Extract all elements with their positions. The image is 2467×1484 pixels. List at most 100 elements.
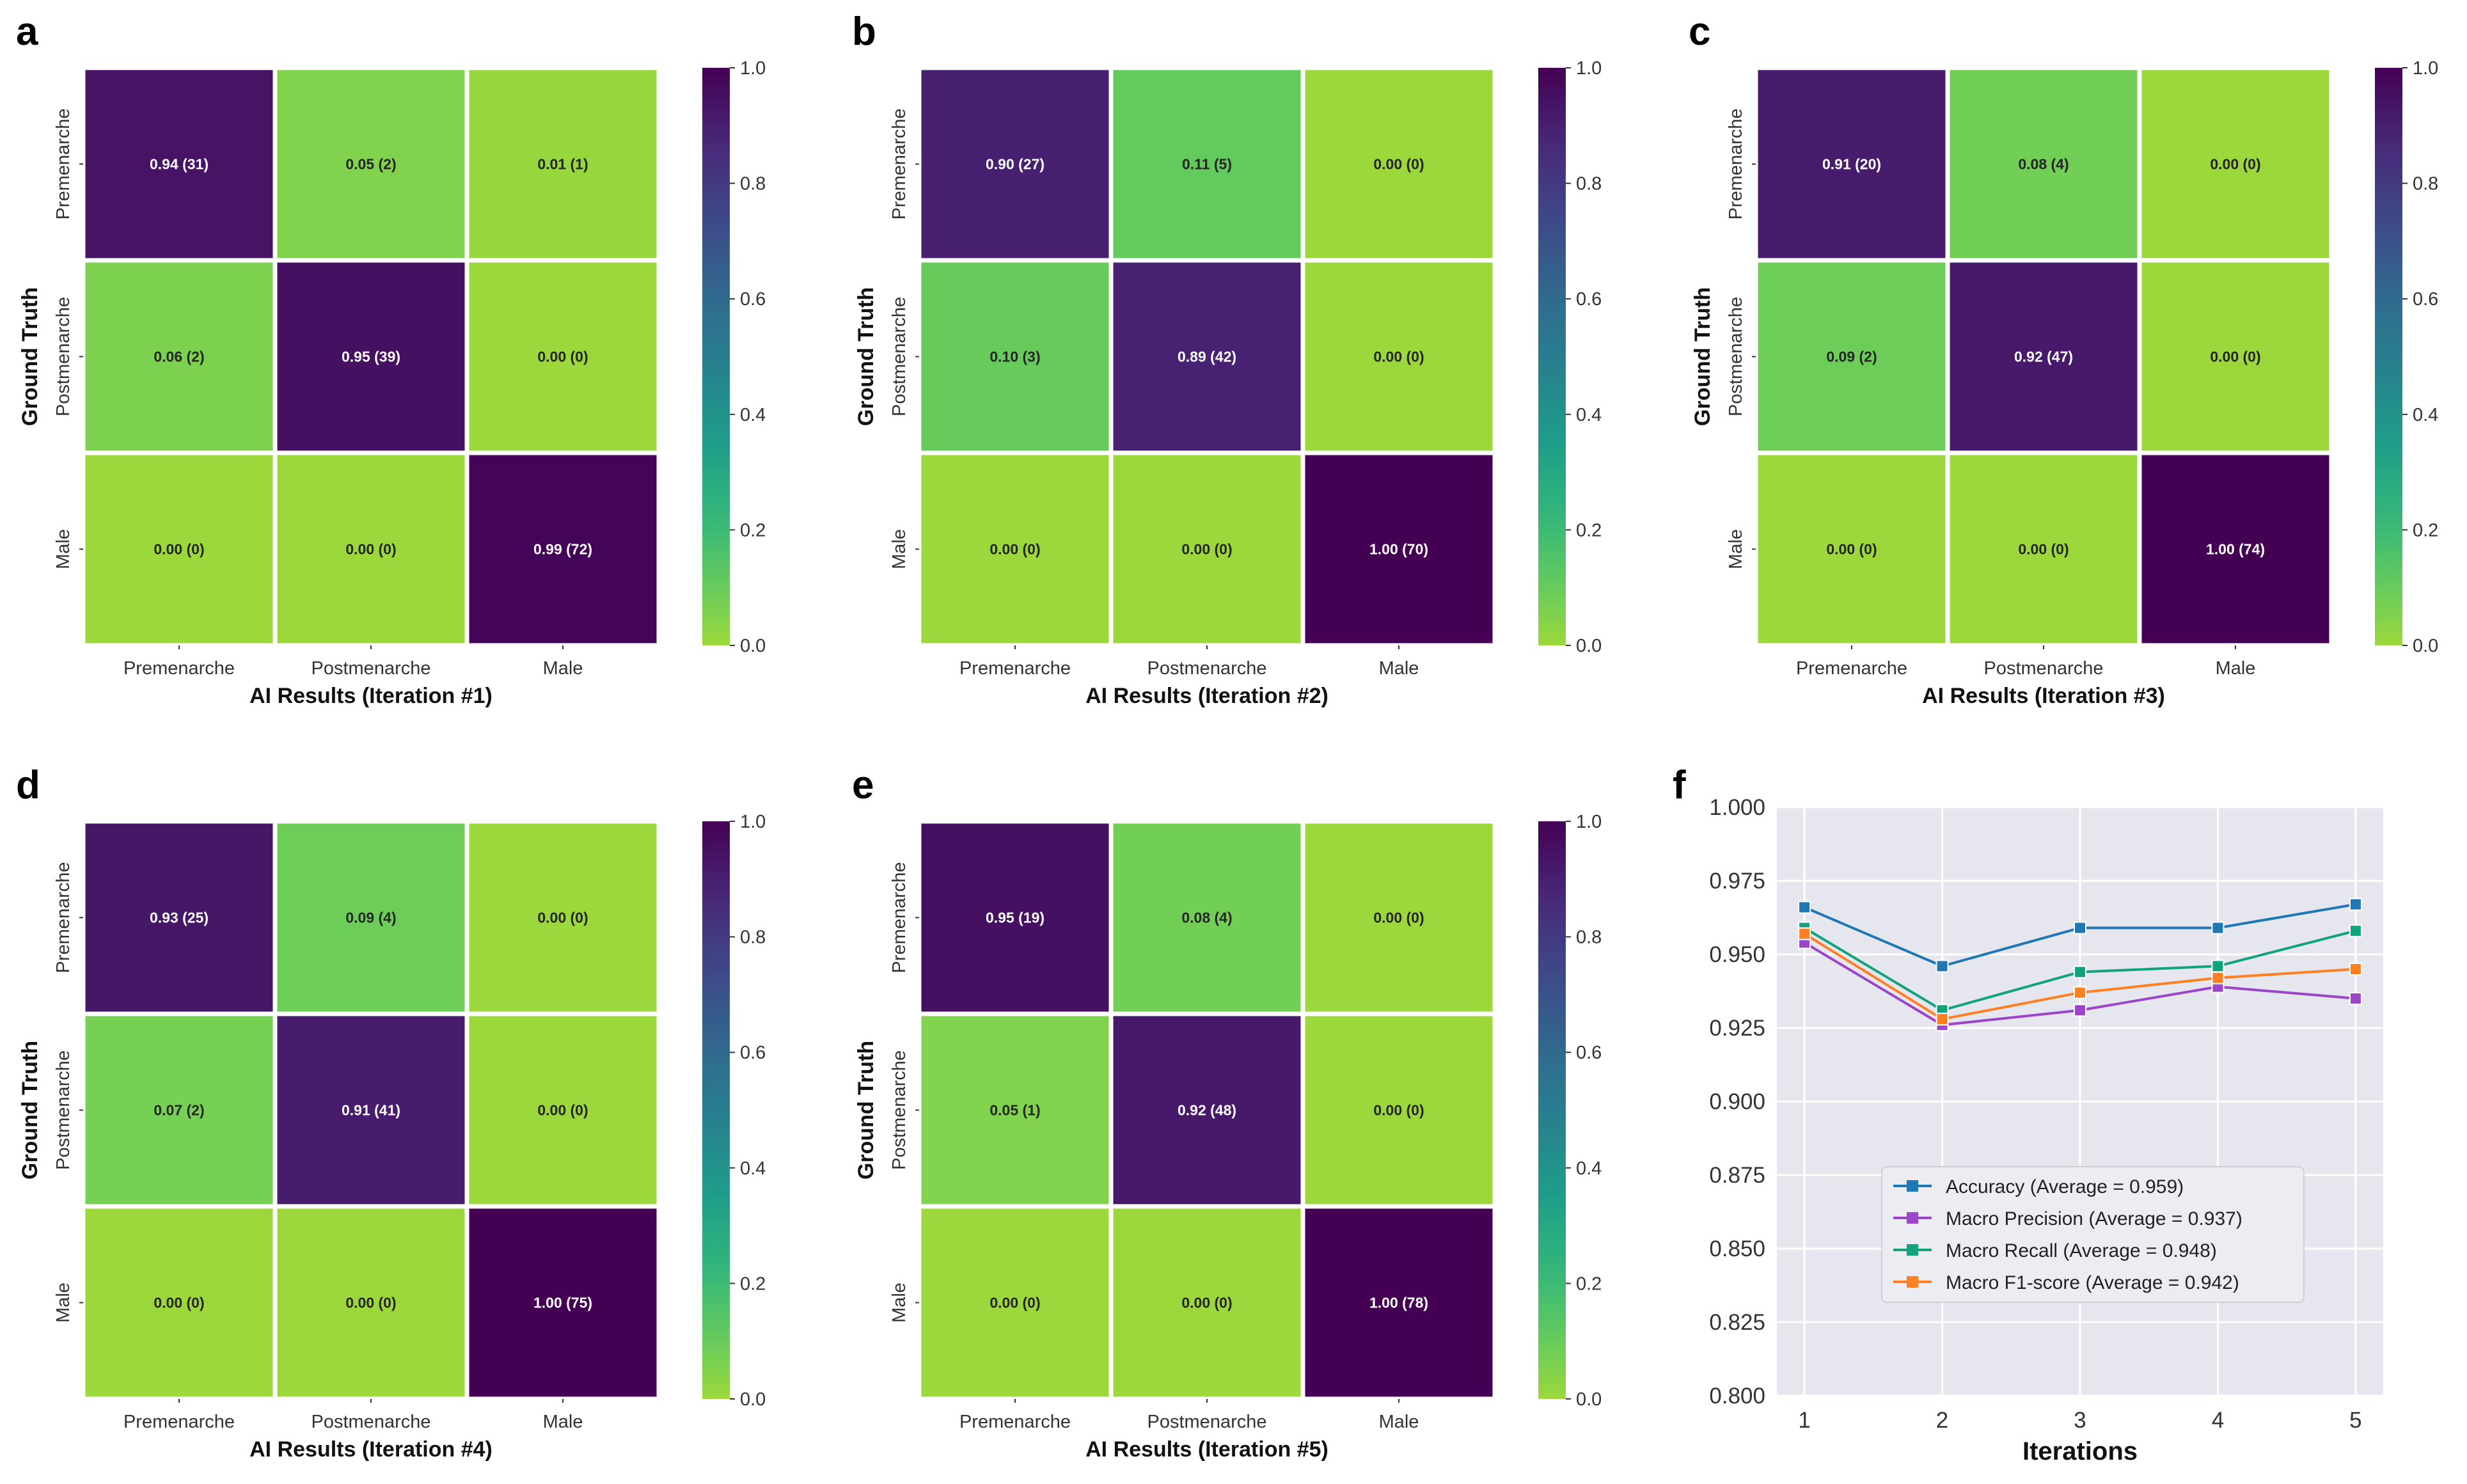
x-tick-label: 2 [1936,1408,1948,1433]
cell-value-label: 0.99 (72) [533,541,592,558]
cell-value-label: 0.08 (4) [1181,910,1232,926]
data-point [2074,965,2086,979]
heatmap-cell [1108,1011,1305,1209]
data-point [2349,963,2362,975]
x-tick-label: Premenarche [959,658,1071,679]
panel-letter-c: c [1689,10,1710,54]
colorbar-tick-label: 0.8 [740,174,766,194]
y-tick-label: Male [889,529,910,569]
x-tick-label: 3 [2074,1408,2086,1433]
legend-swatch-marker [1907,1276,1918,1288]
legend-swatch-marker [1907,1180,1918,1192]
cell-value-label: 0.00 (0) [989,1295,1040,1311]
cell-value-label: 0.89 (42) [1178,349,1236,365]
cell-value-label: 1.00 (78) [1369,1295,1428,1311]
colorbar-tick-label: 0.8 [1576,928,1602,948]
y-tick-label: Postmenarche [889,297,910,416]
data-point [2074,921,2086,935]
x-tick-label: Postmenarche [1984,658,2104,679]
x-tick-label: Male [1379,658,1419,679]
y-axis-title: Ground Truth [18,287,42,426]
heatmap-cell [272,1204,469,1401]
y-tick-label: Postmenarche [1726,297,1746,416]
y-tick-label: 0.875 [1709,1163,1765,1188]
cell-value-label: 0.00 (0) [1373,910,1424,926]
cell-value-label: 0.06 (2) [154,349,204,365]
data-point [2211,959,2225,973]
y-tick-label: Postmenarche [889,1050,910,1170]
cell-value-label: 0.00 (0) [989,541,1040,558]
heatmap-c: c 0.91 (20) 0.08 (4) 0.00 (0) 0.09 (2) 0.92 (… [1689,10,2438,708]
colorbar [1538,68,1566,645]
heatmap-cell [2137,450,2334,648]
y-tick-label: Premenarche [889,862,910,973]
cell-value-label: 0.01 (1) [537,156,588,173]
x-tick-label: Premenarche [123,1412,235,1432]
colorbar [2375,68,2402,645]
colorbar-tick-label: 0.0 [1576,1389,1602,1410]
cell-value-label: 0.91 (20) [1822,156,1881,173]
cell-value-label: 0.93 (25) [150,910,209,926]
colorbar-tick-label: 0.8 [2413,174,2438,194]
cell-value-label: 0.00 (0) [1373,156,1424,173]
heatmap-cell [1753,450,1950,648]
heatmap-cell [1300,450,1497,648]
heatmap-cell [1300,258,1497,455]
cell-value-label: 0.00 (0) [1826,541,1877,558]
legend-entry: Macro Precision (Average = 0.937) [1946,1208,2242,1229]
data-point [2211,921,2225,935]
x-tick-label: Postmenarche [1147,658,1267,679]
colorbar-tick-label: 0.2 [740,520,766,541]
cell-value-label: 0.10 (3) [989,349,1040,365]
cell-value-label: 0.08 (4) [2018,156,2069,173]
colorbar-tick-label: 0.2 [2413,520,2438,541]
legend-entry: Accuracy (Average = 0.959) [1946,1176,2184,1197]
y-axis-title: Ground Truth [18,1041,42,1180]
heatmap-cell [464,1011,661,1209]
data-point [1935,959,1949,973]
heatmap-cell [1945,258,2142,455]
x-tick-label: Male [543,1412,583,1432]
cell-value-label: 0.05 (2) [345,156,396,173]
y-tick-label: 0.825 [1709,1310,1765,1335]
cell-value-label: 1.00 (74) [2206,541,2265,558]
y-tick-label: 0.800 [1709,1384,1765,1409]
x-tick-label: 5 [2349,1408,2361,1433]
data-point [2349,992,2362,1005]
colorbar-tick-label: 0.4 [740,405,766,425]
data-point [2211,971,2225,984]
cell-value-label: 0.00 (0) [154,1295,204,1311]
heatmap-cell [81,65,278,263]
heatmap-cell [2137,65,2334,263]
y-tick-label: 0.900 [1709,1089,1765,1114]
heatmap-cell [464,258,661,455]
x-tick-label: 4 [2212,1408,2224,1433]
heatmap-cell [81,1204,278,1401]
x-axis-title: AI Results (Iteration #5) [1085,1437,1328,1462]
colorbar-tick-label: 0.2 [1576,1274,1602,1294]
colorbar-tick-label: 1.0 [740,812,766,832]
colorbar [702,68,730,645]
cell-value-label: 0.92 (47) [2014,349,2073,365]
colorbar [1538,821,1566,1399]
x-tick-label: Postmenarche [311,1412,431,1432]
colorbar-tick-label: 0.6 [1576,289,1602,310]
line-plot-panel: f 0.800 0.825 0.850 0.875 0.900 0.925 0.950 0.97… [1673,763,2383,1465]
colorbar-tick-label: 0.4 [1576,1158,1602,1179]
data-point [2349,924,2362,938]
x-tick-label: Premenarche [1796,658,1907,679]
y-axis-title: Ground Truth [854,1041,878,1180]
panel-letter-e: e [852,763,874,807]
legend-box [1881,1166,2305,1303]
heatmap-cell [81,819,278,1016]
x-tick-label: Male [1379,1412,1419,1432]
legend-swatch-marker [1907,1244,1918,1256]
heatmap-cell [81,258,278,455]
y-tick-label: Male [1726,529,1746,569]
y-tick-label: Premenarche [1726,108,1746,219]
y-tick-label: Premenarche [889,108,910,219]
x-tick-label: Postmenarche [311,658,431,679]
heatmap-cell [917,1204,1114,1401]
colorbar-tick-label: 0.6 [740,289,766,310]
